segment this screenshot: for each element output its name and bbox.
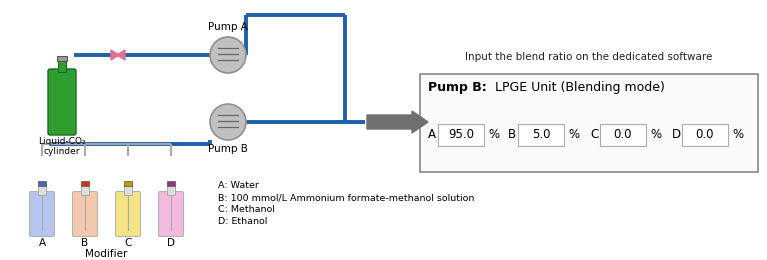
Text: Modifier: Modifier: [85, 249, 127, 259]
Text: 95.0: 95.0: [448, 128, 474, 141]
Bar: [420, 74, 758, 172]
Text: A: A: [38, 238, 45, 248]
Text: %: %: [488, 128, 499, 141]
Bar: [682, 124, 728, 146]
Text: Pump A: Pump A: [208, 22, 248, 32]
Text: C: Methanol: C: Methanol: [218, 205, 275, 214]
Text: C: C: [590, 128, 598, 141]
FancyBboxPatch shape: [116, 192, 140, 237]
Circle shape: [210, 104, 246, 140]
Text: Pump B: Pump B: [208, 144, 248, 154]
Bar: [518, 124, 564, 146]
Polygon shape: [111, 50, 119, 60]
FancyBboxPatch shape: [48, 69, 76, 135]
Text: A: A: [428, 128, 436, 141]
Text: 0.0: 0.0: [614, 128, 632, 141]
Polygon shape: [117, 50, 125, 60]
Text: 0.0: 0.0: [696, 128, 714, 141]
Text: %: %: [732, 128, 743, 141]
Text: D: Ethanol: D: Ethanol: [218, 218, 268, 226]
Text: D: D: [672, 128, 681, 141]
Circle shape: [210, 37, 246, 73]
FancyBboxPatch shape: [29, 192, 54, 237]
Bar: [81, 185, 89, 195]
Bar: [38, 181, 46, 186]
Text: Pump B:: Pump B:: [428, 81, 487, 94]
Bar: [124, 181, 132, 186]
Text: Input the blend ratio on the dedicated software: Input the blend ratio on the dedicated s…: [466, 52, 713, 62]
Text: LPGE Unit (Blending mode): LPGE Unit (Blending mode): [495, 81, 665, 94]
Text: B: B: [508, 128, 516, 141]
Bar: [438, 124, 484, 146]
Bar: [81, 181, 89, 186]
Bar: [57, 56, 67, 61]
Text: %: %: [568, 128, 579, 141]
Text: A: Water: A: Water: [218, 181, 259, 191]
Bar: [600, 124, 646, 146]
FancyBboxPatch shape: [159, 192, 183, 237]
Bar: [38, 185, 46, 195]
FancyArrow shape: [367, 111, 428, 133]
FancyBboxPatch shape: [73, 192, 97, 237]
Bar: [124, 185, 132, 195]
Text: B: B: [81, 238, 88, 248]
Text: 5.0: 5.0: [532, 128, 550, 141]
Text: D: D: [167, 238, 175, 248]
Bar: [58, 60, 66, 72]
Text: Liquid-CO₂
cylinder: Liquid-CO₂ cylinder: [38, 137, 86, 157]
Bar: [167, 185, 175, 195]
Text: %: %: [650, 128, 661, 141]
Bar: [167, 181, 175, 186]
Text: B: 100 mmol/L Ammonium formate-methanol solution: B: 100 mmol/L Ammonium formate-methanol …: [218, 193, 474, 203]
Text: C: C: [124, 238, 132, 248]
